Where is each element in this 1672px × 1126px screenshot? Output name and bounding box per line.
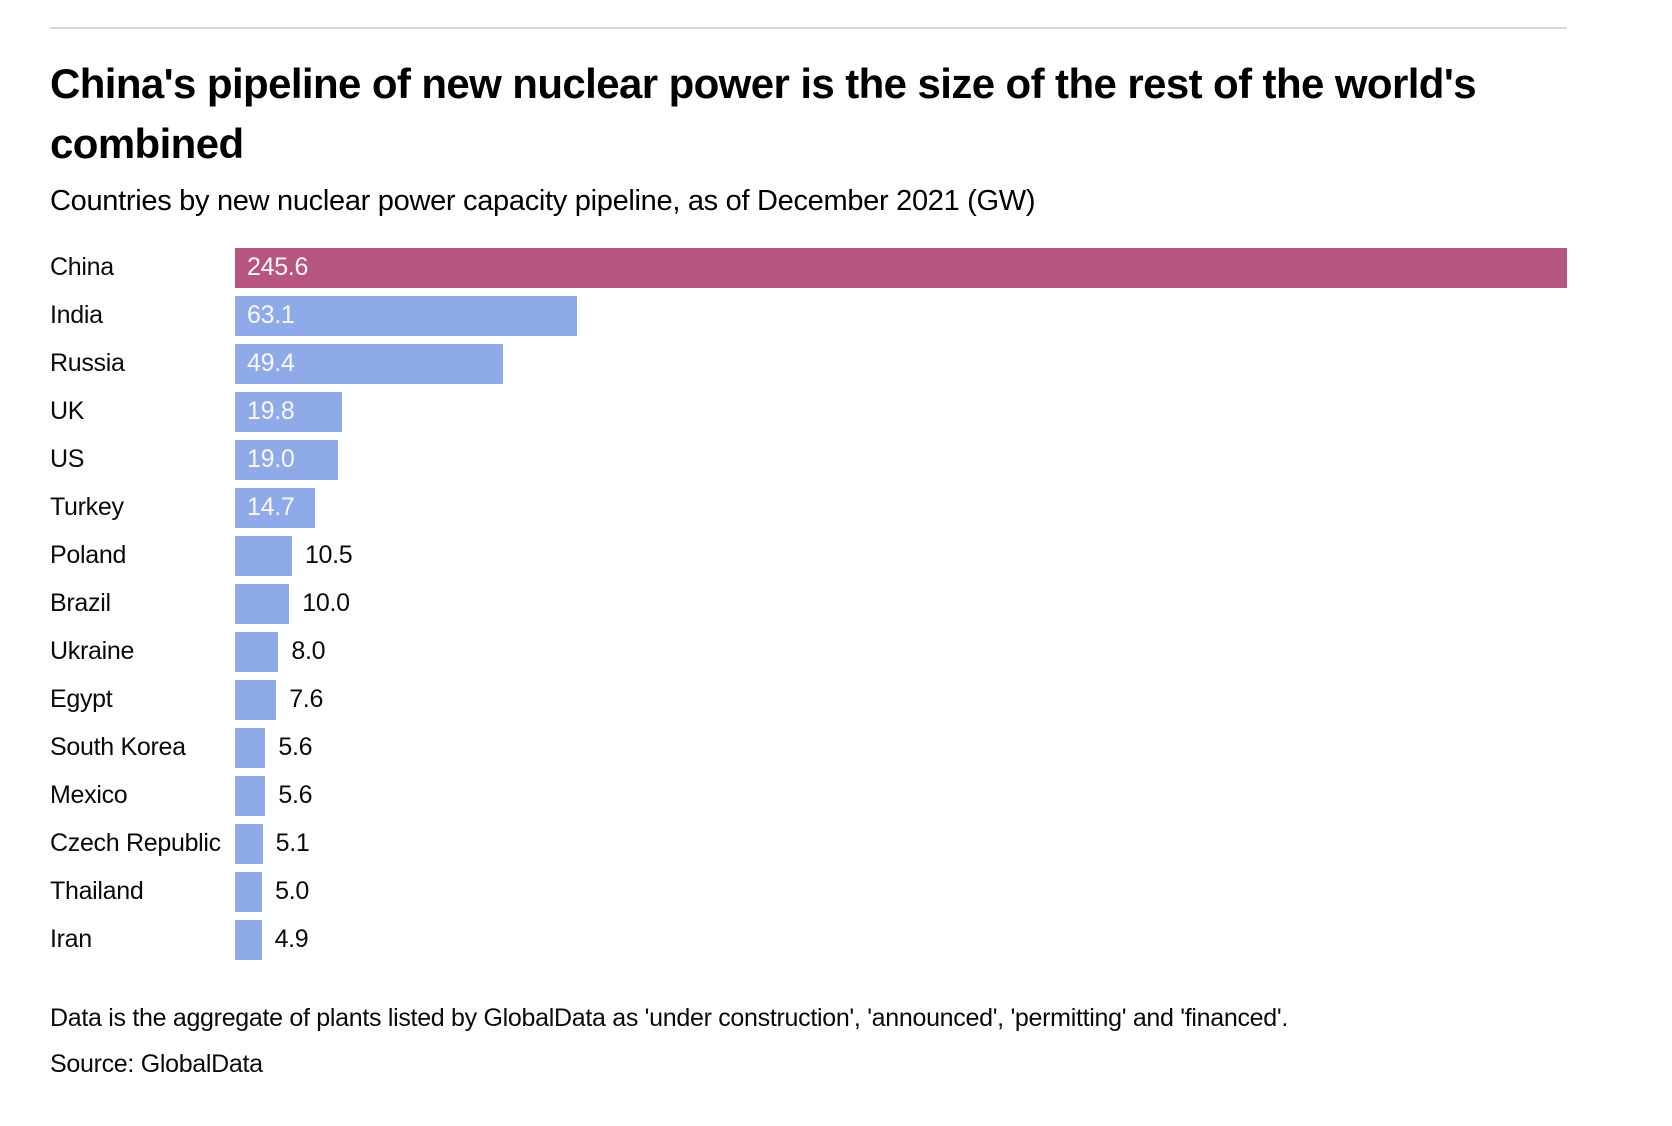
top-divider bbox=[50, 27, 1567, 29]
bar-value-label: 245.6 bbox=[247, 253, 309, 282]
bar: 19.8 bbox=[235, 391, 343, 432]
chart-source: Source: GlobalData bbox=[50, 1049, 263, 1078]
bar-track: 19.8 bbox=[235, 391, 1567, 432]
bar bbox=[235, 919, 262, 960]
bar-track: 10.0 bbox=[235, 583, 1567, 624]
country-label: Iran bbox=[50, 925, 92, 954]
bar bbox=[235, 727, 266, 768]
chart-row: Ukraine 8.0 bbox=[50, 628, 1567, 676]
country-label: China bbox=[50, 253, 114, 282]
bar bbox=[235, 871, 263, 912]
bar-value-label: 10.5 bbox=[304, 541, 353, 570]
chart-row: Mexico 5.6 bbox=[50, 772, 1567, 820]
country-label: South Korea bbox=[50, 733, 186, 762]
bar: 245.6 bbox=[235, 247, 1567, 288]
bar-value-label: 7.6 bbox=[289, 685, 324, 714]
bar-value-label: 5.6 bbox=[278, 733, 313, 762]
chart-row: Brazil 10.0 bbox=[50, 580, 1567, 628]
bar-track: 245.6 bbox=[235, 247, 1567, 288]
chart-row: Turkey 14.7 bbox=[50, 484, 1567, 532]
bar-value-label: 5.6 bbox=[278, 781, 313, 810]
bar: 63.1 bbox=[235, 295, 578, 336]
bar-chart: China 245.6 India 63.1 Russia 49.4 UK 19.8 US 19.… bbox=[50, 244, 1567, 964]
bar bbox=[235, 775, 266, 816]
bar-value-label: 8.0 bbox=[291, 637, 326, 666]
bar: 14.7 bbox=[235, 487, 315, 528]
bar-track: 5.0 bbox=[235, 871, 1567, 912]
bar-value-label: 5.0 bbox=[275, 877, 309, 906]
chart-row: Czech Republic 5.1 bbox=[50, 820, 1567, 868]
chart-title: China's pipeline of new nuclear power is… bbox=[50, 60, 1477, 168]
chart-row: Thailand 5.0 bbox=[50, 868, 1567, 916]
country-label: Poland bbox=[50, 541, 127, 570]
chart-row: India 63.1 bbox=[50, 292, 1567, 340]
country-label: Czech Republic bbox=[50, 829, 221, 858]
bar-track: 8.0 bbox=[235, 631, 1567, 672]
bar-value-label: 5.1 bbox=[275, 829, 310, 858]
bar-value-label: 19.0 bbox=[247, 445, 295, 474]
bar: 49.4 bbox=[235, 343, 503, 384]
country-label: Ukraine bbox=[50, 637, 135, 666]
bar-track: 49.4 bbox=[235, 343, 1567, 384]
country-label: Egypt bbox=[50, 685, 113, 714]
chart-row: South Korea 5.6 bbox=[50, 724, 1567, 772]
bar-track: 5.6 bbox=[235, 727, 1567, 768]
country-label: Turkey bbox=[50, 493, 124, 522]
bar-value-label: 49.4 bbox=[247, 349, 295, 378]
bar-track: 5.1 bbox=[235, 823, 1567, 864]
chart-note: Data is the aggregate of plants listed b… bbox=[50, 1003, 1288, 1032]
bar-track: 63.1 bbox=[235, 295, 1567, 336]
country-label: Brazil bbox=[50, 589, 111, 618]
bar bbox=[235, 823, 263, 864]
chart-row: Russia 49.4 bbox=[50, 340, 1567, 388]
bar bbox=[235, 679, 277, 720]
country-label: US bbox=[50, 445, 85, 474]
bar-value-label: 19.8 bbox=[247, 397, 295, 426]
country-label: India bbox=[50, 301, 103, 330]
bar-track: 14.7 bbox=[235, 487, 1567, 528]
chart-row: Poland 10.5 bbox=[50, 532, 1567, 580]
bar: 19.0 bbox=[235, 439, 339, 480]
country-label: Mexico bbox=[50, 781, 128, 810]
bar-track: 5.6 bbox=[235, 775, 1567, 816]
bar-track: 7.6 bbox=[235, 679, 1567, 720]
chart-row: Egypt 7.6 bbox=[50, 676, 1567, 724]
country-label: Thailand bbox=[50, 877, 144, 906]
bar-value-label: 63.1 bbox=[247, 301, 295, 330]
chart-row: US 19.0 bbox=[50, 436, 1567, 484]
chart-row: China 245.6 bbox=[50, 244, 1567, 292]
bar-value-label: 10.0 bbox=[302, 589, 350, 618]
chart-row: UK 19.8 bbox=[50, 388, 1567, 436]
bar bbox=[235, 631, 279, 672]
country-label: Russia bbox=[50, 349, 125, 378]
bar bbox=[235, 583, 290, 624]
bar-track: 4.9 bbox=[235, 919, 1567, 960]
bar-track: 19.0 bbox=[235, 439, 1567, 480]
bar-value-label: 4.9 bbox=[274, 925, 309, 954]
chart-container: China's pipeline of new nuclear power is… bbox=[50, 27, 1567, 1079]
chart-row: Iran 4.9 bbox=[50, 916, 1567, 964]
chart-subtitle: Countries by new nuclear power capacity … bbox=[50, 184, 1036, 217]
bar bbox=[235, 535, 292, 576]
bar-track: 10.5 bbox=[235, 535, 1567, 576]
country-label: UK bbox=[50, 397, 85, 426]
bar-value-label: 14.7 bbox=[247, 493, 295, 522]
